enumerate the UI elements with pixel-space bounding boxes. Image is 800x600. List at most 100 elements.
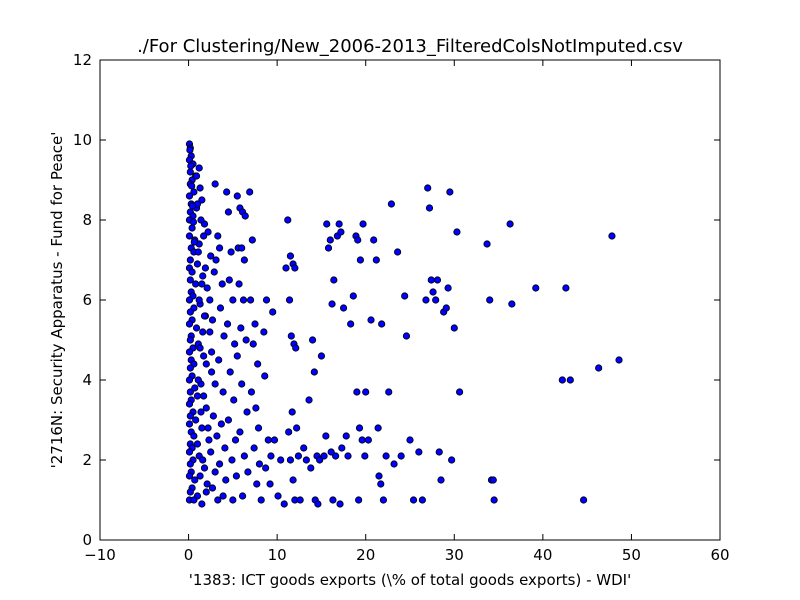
points-layer — [185, 140, 623, 508]
data-point-135 — [214, 232, 222, 240]
data-point-259 — [379, 496, 388, 504]
data-point-138 — [227, 248, 235, 256]
x-axis-label: '1383: ICT goods exports (\% of total go… — [189, 571, 631, 589]
data-point-60 — [186, 388, 194, 396]
data-point-129 — [217, 420, 225, 428]
data-point-234 — [339, 304, 348, 312]
data-point-195 — [286, 252, 295, 260]
data-point-308 — [189, 218, 198, 226]
data-point-215 — [310, 368, 318, 376]
data-point-258 — [377, 480, 385, 488]
data-point-33 — [192, 280, 200, 288]
data-point-238 — [336, 500, 344, 508]
data-point-147 — [228, 456, 236, 464]
data-point-137 — [224, 208, 233, 216]
data-point-93 — [197, 216, 205, 224]
data-point-300 — [579, 496, 588, 504]
data-point-179 — [253, 480, 261, 488]
data-point-127 — [215, 356, 223, 364]
data-point-64 — [202, 404, 210, 412]
data-point-99 — [200, 312, 209, 320]
data-point-98 — [195, 296, 203, 304]
data-point-55 — [208, 368, 216, 376]
data-point-306 — [188, 182, 196, 190]
data-point-116 — [211, 380, 219, 388]
data-point-170 — [246, 296, 255, 304]
data-point-172 — [249, 340, 257, 348]
data-point-71 — [190, 432, 198, 440]
data-point-275 — [427, 276, 435, 284]
data-point-145 — [224, 416, 233, 424]
data-point-63 — [185, 400, 194, 408]
data-point-260 — [382, 452, 390, 460]
data-point-280 — [437, 476, 445, 484]
data-point-252 — [367, 316, 375, 324]
data-point-95 — [194, 248, 202, 256]
data-point-253 — [370, 236, 378, 244]
data-point-89 — [190, 496, 198, 504]
data-point-96 — [201, 264, 209, 272]
x-axis: −10 0 10 20 30 40 50 60 — [84, 60, 730, 564]
data-point-236 — [342, 432, 350, 440]
data-point-279 — [435, 448, 443, 456]
data-point-163 — [243, 408, 251, 416]
data-point-133 — [219, 492, 227, 500]
data-point-82 — [191, 476, 199, 484]
data-point-47 — [186, 336, 194, 344]
data-point-184 — [264, 436, 272, 444]
data-point-134 — [211, 180, 219, 188]
data-point-139 — [225, 276, 233, 284]
data-point-237 — [344, 452, 352, 460]
data-point-185 — [267, 452, 275, 460]
data-point-11 — [185, 192, 194, 200]
data-point-110 — [202, 488, 210, 496]
data-point-28 — [193, 260, 202, 268]
y-tick-label-3: 6 — [82, 291, 92, 309]
data-point-54 — [186, 364, 194, 372]
data-point-100 — [199, 328, 207, 336]
data-point-305 — [187, 162, 195, 170]
data-point-81 — [185, 472, 194, 480]
data-point-130 — [221, 444, 229, 452]
data-point-37 — [185, 296, 194, 304]
data-point-307 — [188, 202, 197, 210]
data-point-97 — [198, 280, 206, 288]
data-point-295 — [508, 300, 516, 308]
data-point-31 — [199, 272, 207, 280]
data-point-166 — [244, 468, 252, 476]
data-point-90 — [192, 172, 201, 180]
data-point-194 — [284, 216, 292, 224]
y-tick-label-6: 12 — [73, 51, 92, 69]
data-point-199 — [287, 332, 295, 340]
data-point-91 — [196, 184, 204, 192]
data-point-191 — [277, 456, 285, 464]
data-point-164 — [236, 428, 244, 436]
data-point-204 — [293, 424, 301, 432]
data-point-160 — [242, 336, 250, 344]
data-point-190 — [274, 492, 282, 500]
data-point-155 — [238, 244, 246, 252]
data-point-104 — [200, 392, 208, 400]
data-point-198 — [285, 296, 294, 304]
data-point-268 — [406, 436, 414, 444]
data-point-292 — [489, 476, 497, 484]
data-point-59 — [191, 384, 199, 392]
data-point-220 — [317, 352, 326, 360]
data-point-267 — [402, 332, 411, 340]
data-point-257 — [374, 424, 382, 432]
data-point-239 — [347, 320, 355, 328]
data-point-26 — [207, 252, 215, 260]
data-point-157 — [235, 280, 243, 288]
data-point-197 — [291, 264, 299, 272]
data-point-169 — [248, 236, 256, 244]
data-point-161 — [233, 352, 241, 360]
data-point-149 — [229, 496, 237, 504]
data-point-213 — [307, 464, 315, 472]
data-point-153 — [241, 212, 249, 220]
data-point-233 — [337, 228, 345, 236]
data-point-124 — [218, 280, 226, 288]
data-point-103 — [194, 376, 202, 384]
data-point-182 — [262, 296, 271, 304]
data-point-254 — [372, 256, 380, 264]
